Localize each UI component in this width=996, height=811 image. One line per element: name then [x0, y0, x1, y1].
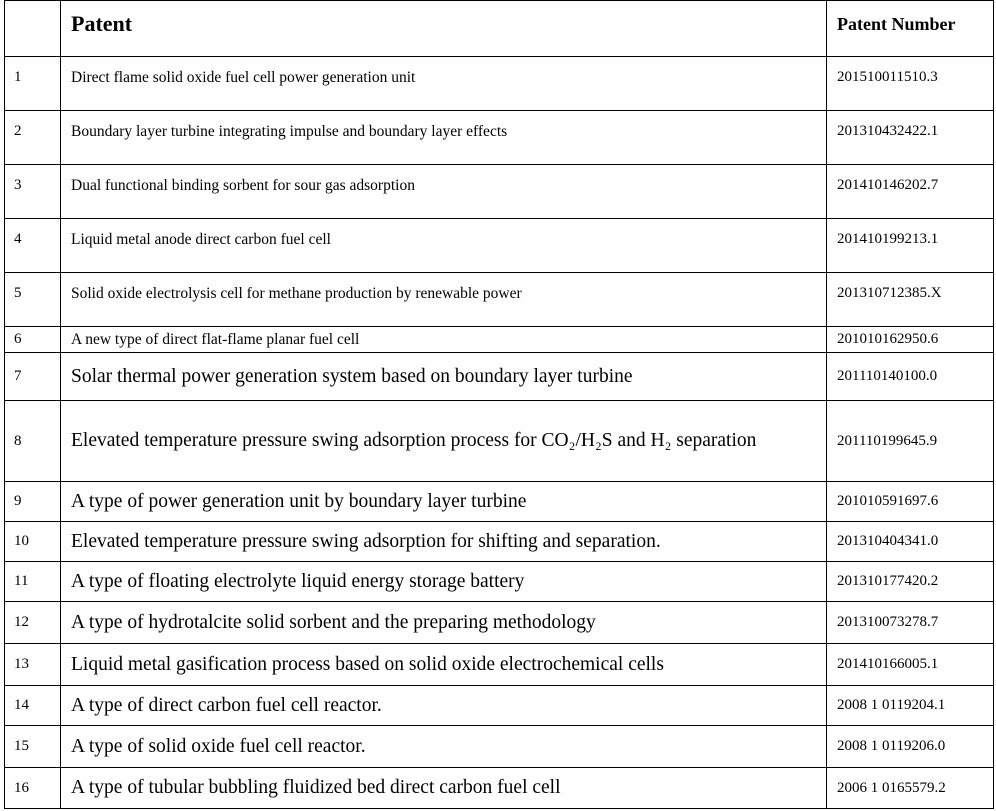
patent-number: 201010591697.6	[826, 481, 994, 522]
patent-title: Dual functional binding sorbent for sour…	[60, 164, 827, 219]
row-index: 13	[4, 643, 61, 686]
row-index: 3	[4, 164, 61, 219]
row-index: 16	[4, 767, 61, 809]
table-row: 8 Elevated temperature pressure swing ads…	[4, 400, 994, 482]
table-row: 11 A type of floating electrolyte liquid …	[4, 561, 994, 602]
patent-title: A new type of direct flat-flame planar f…	[60, 326, 827, 353]
table-row: 13 Liquid metal gasification process base…	[4, 643, 994, 686]
patent-title: Liquid metal anode direct carbon fuel ce…	[60, 218, 827, 273]
patent-title: A type of power generation unit by bound…	[60, 481, 827, 522]
patent-title: A type of hydrotalcite solid sorbent and…	[60, 601, 827, 644]
table-row: 15 A type of solid oxide fuel cell reacto…	[4, 725, 994, 768]
patent-title: A type of floating electrolyte liquid en…	[60, 561, 827, 602]
patent-table: Patent Patent Number 1 Direct flame solid…	[4, 0, 994, 809]
row-index: 8	[4, 400, 61, 482]
patent-title: Direct flame solid oxide fuel cell power…	[60, 56, 827, 111]
row-index: 6	[4, 326, 61, 353]
table-row: 10 Elevated temperature pressure swing ad…	[4, 521, 994, 562]
patent-number: 2008 1 0119204.1	[826, 685, 994, 726]
row-index: 7	[4, 352, 61, 401]
row-index: 1	[4, 56, 61, 111]
row-index: 14	[4, 685, 61, 726]
row-index: 12	[4, 601, 61, 644]
row-index: 4	[4, 218, 61, 273]
table-row: 3 Dual functional binding sorbent for sou…	[4, 164, 994, 219]
table-row: 16 A type of tubular bubbling fluidized b…	[4, 767, 994, 809]
row-index: 11	[4, 561, 61, 602]
patent-number: 201310712385.X	[826, 272, 994, 327]
patent-number: 201010162950.6	[826, 326, 994, 353]
patent-number: 201410166005.1	[826, 643, 994, 686]
row-index: 10	[4, 521, 61, 562]
patent-title: Elevated temperature pressure swing adso…	[60, 521, 827, 562]
table-row: 7 Solar thermal power generation system b…	[4, 352, 994, 401]
row-index: 2	[4, 110, 61, 165]
header-index	[4, 0, 61, 57]
patent-number: 201310177420.2	[826, 561, 994, 602]
patent-number: 201510011510.3	[826, 56, 994, 111]
patent-title: Boundary layer turbine integrating impul…	[60, 110, 827, 165]
patent-number: 201310432422.1	[826, 110, 994, 165]
row-index: 9	[4, 481, 61, 522]
table-row: 1 Direct flame solid oxide fuel cell powe…	[4, 56, 994, 111]
table-row: 2 Boundary layer turbine integrating impu…	[4, 110, 994, 165]
row-index: 15	[4, 725, 61, 768]
patent-number: 201110199645.9	[826, 400, 994, 482]
row-index: 5	[4, 272, 61, 327]
patent-number: 2006 1 0165579.2	[826, 767, 994, 809]
table-row: 4 Liquid metal anode direct carbon fuel c…	[4, 218, 994, 273]
patent-number: 2008 1 0119206.0	[826, 725, 994, 768]
patent-number: 201310404341.0	[826, 521, 994, 562]
patent-number: 201410146202.7	[826, 164, 994, 219]
patent-number: 201310073278.7	[826, 601, 994, 644]
table-row: 5 Solid oxide electrolysis cell for metha…	[4, 272, 994, 327]
table-row: 14 A type of direct carbon fuel cell reac…	[4, 685, 994, 726]
patent-number: 201110140100.0	[826, 352, 994, 401]
patent-number: 201410199213.1	[826, 218, 994, 273]
patent-title: A type of solid oxide fuel cell reactor.	[60, 725, 827, 768]
patent-title: Solar thermal power generation system ba…	[60, 352, 827, 401]
patent-title: Liquid metal gasification process based …	[60, 643, 827, 686]
patent-title: A type of direct carbon fuel cell reacto…	[60, 685, 827, 726]
patent-title: Solid oxide electrolysis cell for methan…	[60, 272, 827, 327]
header-patent: Patent	[60, 0, 827, 57]
header-row: Patent Patent Number	[4, 0, 994, 57]
header-patent-number: Patent Number	[826, 0, 994, 57]
patent-title: Elevated temperature pressure swing adso…	[60, 400, 827, 482]
patent-title: A type of tubular bubbling fluidized bed…	[60, 767, 827, 809]
table-row: 12 A type of hydrotalcite solid sorbent a…	[4, 601, 994, 644]
